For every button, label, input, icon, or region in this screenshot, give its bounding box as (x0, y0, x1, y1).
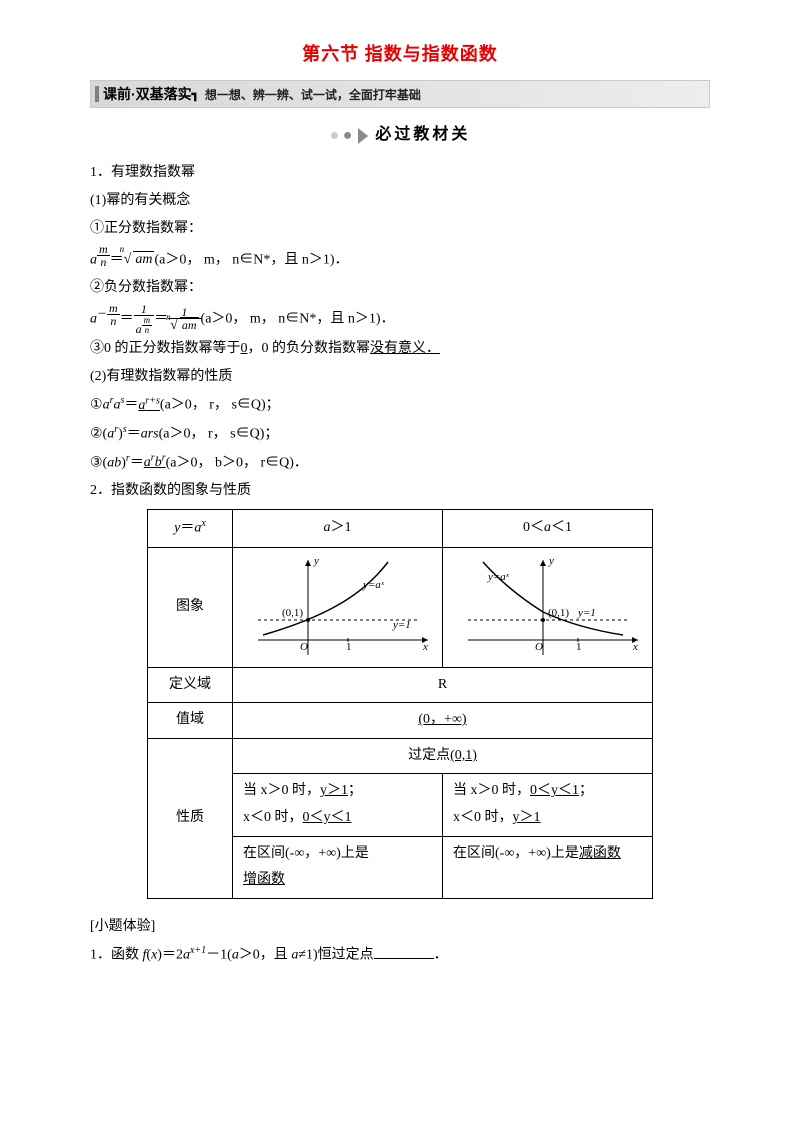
formula-prop-2: ②(ar)s＝ars(a＞0， r， s∈Q)； (90, 420, 710, 449)
formula-pos-frac-exp: amn＝nam(a＞0， m， n∈N*，且 n＞1)． (90, 243, 710, 274)
formula-neg-frac-exp: a－mn＝1amn＝1nam(a＞0， m， n∈N*，且 n＞1)． (90, 302, 710, 335)
cell: 在区间(-∞，+∞)上是减函数函数 (443, 836, 653, 898)
cell: R (233, 667, 653, 703)
dot-icon: ● (330, 127, 340, 144)
blank-answer: y＞1 (320, 783, 348, 798)
cell: 过定点(0,1) (233, 738, 653, 774)
cell: (0，+∞) (233, 703, 653, 739)
graph-decreasing: (0,1) y=aˣ y=1 O 1 x y (443, 547, 653, 667)
heading-1: 1．有理数指数幂 (90, 159, 710, 187)
text: ； (348, 783, 362, 798)
exercise-heading: [小题体验] (90, 913, 710, 941)
text: x＜0 时， (453, 810, 513, 825)
banner-decoration (91, 81, 103, 107)
cell-label: 图象 (148, 547, 233, 667)
blank-answer: (0，+∞) (418, 712, 466, 727)
table-row: 图象 (0,1) y=aˣ y=1 O 1 x y (148, 547, 653, 667)
text: ； (579, 783, 593, 798)
formula-prop-3: ③(ab)r＝arbr(a＞0， b＞0， r∈Q)． (90, 449, 710, 478)
blank-answer: 0 (241, 341, 248, 356)
page-title: 第六节 指数与指数函数 (90, 40, 710, 66)
content-body: 1．有理数指数幂 (1)幂的有关概念 ①正分数指数幂： amn＝nam(a＞0，… (90, 159, 710, 970)
cell-label: 性质 (148, 738, 233, 898)
blank-answer: 0＜y＜1 (303, 810, 352, 825)
svg-text:y: y (313, 555, 319, 567)
banner-main-label: 课前·双基落实 (103, 84, 192, 104)
graph-increasing: (0,1) y=aˣ y=1 O 1 x y (233, 547, 443, 667)
svg-text:y: y (548, 555, 554, 567)
text: ③0 的正分数指数幂等于 (90, 341, 241, 356)
text: 在区间(-∞，+∞)上是 (453, 846, 579, 861)
banner-arrow-deco: ┓ (192, 87, 199, 101)
blank-answer: 减函数 (579, 846, 621, 861)
blank-answer: y＞1 (513, 810, 541, 825)
sub-banner-label: 必过教材关 (375, 126, 470, 143)
fill-blank[interactable] (374, 945, 434, 959)
condition: (a＞0， r， s∈Q)； (159, 427, 279, 442)
axis-origin: O (300, 641, 308, 653)
text: 过定点 (408, 748, 450, 763)
cell: 当 x＞0 时，0＜y＜1； x＜0 时，y＞1 (443, 774, 653, 836)
text-line: ③0 的正分数指数幂等于0，0 的负分数指数幂没有意义． (90, 335, 710, 363)
text: x＜0 时， (243, 810, 303, 825)
blank-answer: 增函数 (243, 872, 285, 887)
table-row: 性质 过定点(0,1) (148, 738, 653, 774)
svg-text:y=1: y=1 (392, 619, 411, 631)
blank-answer: 没有意义． (370, 341, 440, 356)
cell: a＞1 (233, 510, 443, 547)
text: 当 x＞0 时， (453, 783, 530, 798)
cell: y＝ax (148, 510, 233, 547)
svg-text:1: 1 (346, 641, 352, 653)
svg-text:(0,1): (0,1) (548, 607, 569, 619)
cell: 0＜a＜1 (443, 510, 653, 547)
svg-text:(0,1): (0,1) (282, 607, 303, 619)
cell: 在区间(-∞，+∞)上是增函数 (233, 836, 443, 898)
svg-text:y=aˣ: y=aˣ (487, 571, 510, 583)
svg-text:y=1: y=1 (577, 607, 596, 619)
condition: (a＞0， m， n∈N*，且 n＞1)． (154, 252, 348, 267)
title-text: 第六节 指数与指数函数 (302, 44, 498, 64)
text: ，0 的负分数指数幂 (248, 341, 371, 356)
svg-text:x: x (632, 641, 638, 653)
condition: (a＞0， m， n∈N*，且 n＞1)． (201, 312, 395, 327)
text-line: ②负分数指数幂： (90, 274, 710, 302)
text: 当 x＞0 时， (243, 783, 320, 798)
text-line: (1)幂的有关概念 (90, 187, 710, 215)
svg-text:y=aˣ: y=aˣ (362, 579, 385, 591)
chevron-right-icon (358, 128, 368, 144)
cell-label: 定义域 (148, 667, 233, 703)
exercise-question: 1．函数 f(x)＝2ax+1－1(a＞0，且 a≠1)恒过定点． (90, 941, 710, 970)
banner-subtitle: 想一想、辨一辨、试一试，全面打牢基础 (205, 86, 421, 103)
table-row: 值域 (0，+∞) (148, 703, 653, 739)
blank-answer: 0＜y＜1 (530, 783, 579, 798)
cell-label: 值域 (148, 703, 233, 739)
blank-answer: (0,1) (450, 748, 477, 763)
sub-banner: ● ● 必过教材关 (90, 120, 710, 145)
formula-prop-1: ①aras＝ar+s(a＞0， r， s∈Q)； (90, 391, 710, 420)
text: 在区间(-∞，+∞)上是 (243, 846, 369, 861)
text-line: ①正分数指数幂： (90, 215, 710, 243)
dot-icon: ● (343, 127, 353, 144)
condition: (a＞0， r， s∈Q)； (160, 398, 280, 413)
section-banner: 课前·双基落实 ┓ 想一想、辨一辨、试一试，全面打牢基础 (90, 80, 710, 108)
condition: (a＞0， b＞0， r∈Q)． (166, 455, 308, 470)
table-row: y＝ax a＞1 0＜a＜1 (148, 510, 653, 547)
table-row: 定义域 R (148, 667, 653, 703)
heading-2: 2．指数函数的图象与性质 (90, 477, 710, 505)
cell: 当 x＞0 时，y＞1； x＜0 时，0＜y＜1 (233, 774, 443, 836)
svg-text:x: x (422, 641, 428, 653)
properties-table: y＝ax a＞1 0＜a＜1 图象 (0,1) y=aˣ y=1 O 1 x y (147, 509, 653, 898)
svg-text:1: 1 (576, 641, 582, 653)
svg-text:O: O (535, 641, 543, 653)
text-line: (2)有理数指数幂的性质 (90, 363, 710, 391)
